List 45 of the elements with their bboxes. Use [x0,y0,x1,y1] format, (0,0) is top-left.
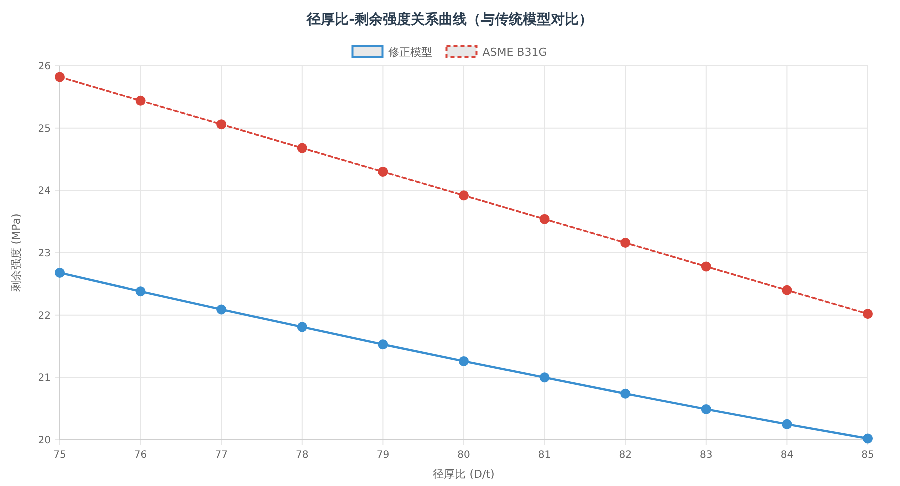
point [216,120,227,130]
x-tick-label: 79 [376,450,390,461]
x-tick-label: 78 [296,450,309,461]
x-tick-label: 85 [862,450,874,461]
point [540,372,550,383]
y-tick-label: 23 [38,248,51,260]
point [620,388,631,399]
point [378,166,388,177]
x-tick-label: 84 [780,450,794,461]
y-axis-title: 剩余强度 (MPa) [10,214,23,292]
y-tick-label: 24 [38,186,51,198]
y-tick-label: 25 [38,124,51,135]
x-tick-label: 76 [134,450,148,461]
x-tick-label: 83 [700,450,713,461]
point [863,434,873,444]
y-tick-label: 20 [38,436,51,446]
point [782,285,792,296]
point [55,268,65,278]
point [863,309,873,320]
point [378,340,388,350]
point [297,143,308,154]
chart-title: 径厚比-剩余强度关系曲线（与传统模型对比） [306,11,593,28]
point [701,404,712,414]
point [136,96,146,106]
point [540,214,550,224]
legend-label: 修正模型 [388,46,433,59]
point [701,262,712,272]
legend-label: ASME B31G [482,46,548,59]
x-axis-title: 径厚比 (D/t) [433,468,495,481]
x-tick-label: 82 [619,450,632,461]
point [459,190,469,201]
point [216,304,227,315]
x-tick-label: 80 [458,450,470,461]
point [55,72,65,82]
point [297,322,308,332]
point [459,356,469,366]
y-tick-label: 26 [38,62,51,72]
point [620,238,631,248]
point [136,286,146,297]
y-tick-label: 21 [38,373,51,384]
x-tick-label: 81 [538,450,552,461]
y-tick-label: 22 [38,310,51,322]
x-tick-label: 75 [54,450,66,461]
x-tick-label: 77 [215,450,228,461]
point [782,419,792,430]
